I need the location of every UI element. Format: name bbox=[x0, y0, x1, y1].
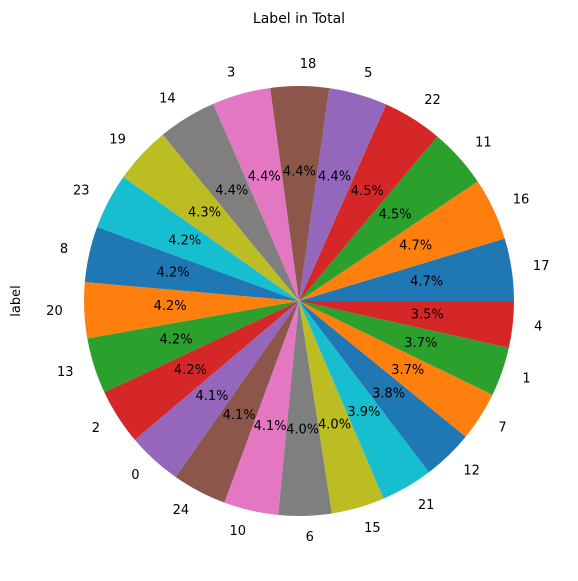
slice-category-label: 13 bbox=[57, 365, 74, 380]
slice-percent-label: 4.2% bbox=[174, 363, 207, 378]
slice-category-label: 4 bbox=[534, 319, 542, 334]
slice-category-label: 11 bbox=[475, 136, 492, 151]
slice-percent-label: 4.4% bbox=[215, 183, 248, 198]
pie-slice bbox=[213, 87, 299, 301]
slice-percent-label: 4.2% bbox=[168, 234, 201, 249]
pie-slice bbox=[224, 301, 299, 515]
slice-category-label: 8 bbox=[60, 242, 68, 257]
slice-category-label: 7 bbox=[498, 421, 506, 436]
slice-percent-label: 3.8% bbox=[372, 386, 405, 401]
slice-percent-label: 4.0% bbox=[318, 418, 351, 433]
slice-labels: 174.7%164.7%114.5%224.5%54.4%184.4%34.4%… bbox=[46, 57, 549, 545]
pie-slice bbox=[84, 282, 299, 339]
slice-category-label: 19 bbox=[109, 132, 126, 147]
slice-percent-label: 4.2% bbox=[160, 333, 193, 348]
pie-slice bbox=[299, 301, 509, 395]
slice-category-label: 3 bbox=[227, 66, 235, 81]
slice-category-label: 5 bbox=[364, 66, 372, 81]
slice-percent-label: 4.7% bbox=[410, 275, 443, 290]
slice-category-label: 17 bbox=[533, 259, 550, 274]
pie-slices bbox=[84, 86, 514, 516]
slice-category-label: 21 bbox=[418, 498, 435, 513]
pie-slice bbox=[299, 238, 514, 301]
slice-percent-label: 4.7% bbox=[399, 238, 432, 253]
slice-category-label: 6 bbox=[306, 530, 314, 545]
pie-slice bbox=[299, 301, 466, 473]
slice-percent-label: 3.7% bbox=[391, 363, 424, 378]
slice-percent-label: 4.1% bbox=[223, 408, 256, 423]
slice-percent-label: 3.7% bbox=[404, 336, 437, 351]
slice-percent-label: 4.5% bbox=[351, 184, 384, 199]
slice-percent-label: 4.2% bbox=[157, 265, 190, 280]
pie-slice bbox=[299, 104, 438, 301]
pie-slice bbox=[299, 301, 514, 348]
slice-percent-label: 4.0% bbox=[286, 422, 319, 437]
slice-percent-label: 3.5% bbox=[411, 308, 444, 323]
pie-slice bbox=[299, 301, 429, 499]
slice-category-label: 20 bbox=[46, 304, 63, 319]
slice-category-label: 2 bbox=[92, 421, 100, 436]
slice-percent-label: 4.4% bbox=[318, 169, 351, 184]
pie-slice bbox=[134, 301, 299, 478]
slice-category-label: 22 bbox=[424, 93, 441, 108]
chart-title: Label in Total bbox=[253, 11, 345, 27]
y-axis-label: label bbox=[9, 285, 24, 316]
slice-percent-label: 3.9% bbox=[347, 405, 380, 420]
pie-slice bbox=[162, 103, 299, 301]
pie-slice bbox=[84, 227, 299, 301]
pie-slice bbox=[299, 301, 493, 437]
slice-category-label: 10 bbox=[230, 524, 247, 539]
slice-category-label: 18 bbox=[300, 57, 317, 72]
pie-slice bbox=[299, 301, 384, 514]
slice-category-label: 1 bbox=[522, 371, 530, 386]
pie-slice bbox=[87, 301, 299, 393]
pie-slice bbox=[270, 86, 330, 301]
slice-category-label: 24 bbox=[173, 503, 190, 518]
pie-slice bbox=[97, 177, 299, 301]
slice-percent-label: 4.1% bbox=[196, 389, 229, 404]
slice-percent-label: 4.4% bbox=[283, 165, 316, 180]
pie-slice bbox=[299, 136, 478, 301]
slice-category-label: 16 bbox=[513, 192, 530, 207]
slice-category-label: 15 bbox=[364, 521, 381, 536]
pie-slice bbox=[175, 301, 299, 503]
pie-slice bbox=[299, 88, 387, 301]
slice-percent-label: 4.5% bbox=[379, 207, 412, 222]
pie-slice bbox=[123, 134, 300, 301]
slice-category-label: 12 bbox=[463, 464, 480, 479]
slice-percent-label: 4.4% bbox=[248, 169, 281, 184]
slice-percent-label: 4.2% bbox=[154, 299, 187, 314]
slice-percent-label: 4.3% bbox=[188, 206, 221, 221]
pie-slice bbox=[104, 301, 299, 440]
pie-slice bbox=[299, 181, 505, 301]
pie-slice bbox=[278, 301, 332, 516]
slice-category-label: 14 bbox=[159, 92, 176, 107]
slice-percent-label: 4.1% bbox=[254, 419, 287, 434]
slice-category-label: 23 bbox=[73, 184, 90, 199]
slice-category-label: 0 bbox=[131, 468, 139, 483]
